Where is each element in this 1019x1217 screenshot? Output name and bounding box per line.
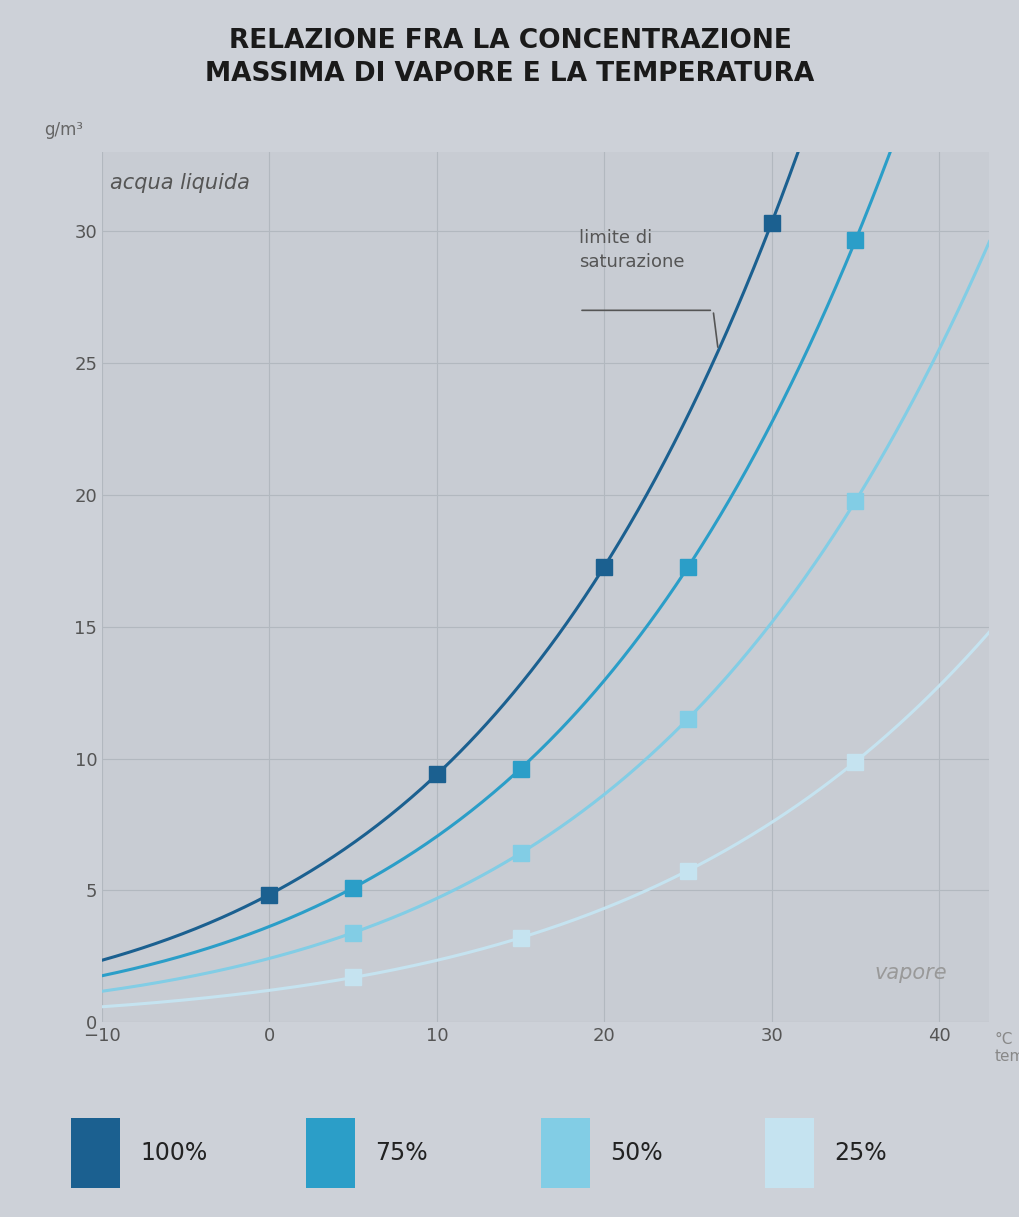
Text: vapore: vapore bbox=[874, 963, 947, 983]
Text: 50%: 50% bbox=[609, 1142, 662, 1165]
Bar bbox=[71, 1118, 120, 1188]
Text: 75%: 75% bbox=[375, 1142, 428, 1165]
Text: °C: °C bbox=[994, 1032, 1012, 1047]
Bar bbox=[540, 1118, 589, 1188]
Text: 100%: 100% bbox=[141, 1142, 208, 1165]
Text: temperatura: temperatura bbox=[994, 1049, 1019, 1064]
Text: acqua liquida: acqua liquida bbox=[110, 173, 250, 194]
Bar bbox=[306, 1118, 355, 1188]
Text: RELAZIONE FRA LA CONCENTRAZIONE
MASSIMA DI VAPORE E LA TEMPERATURA: RELAZIONE FRA LA CONCENTRAZIONE MASSIMA … bbox=[205, 28, 814, 88]
Text: g/m³: g/m³ bbox=[44, 120, 84, 139]
Bar bbox=[764, 1118, 813, 1188]
Text: 25%: 25% bbox=[834, 1142, 887, 1165]
Text: limite di
saturazione: limite di saturazione bbox=[579, 229, 684, 271]
